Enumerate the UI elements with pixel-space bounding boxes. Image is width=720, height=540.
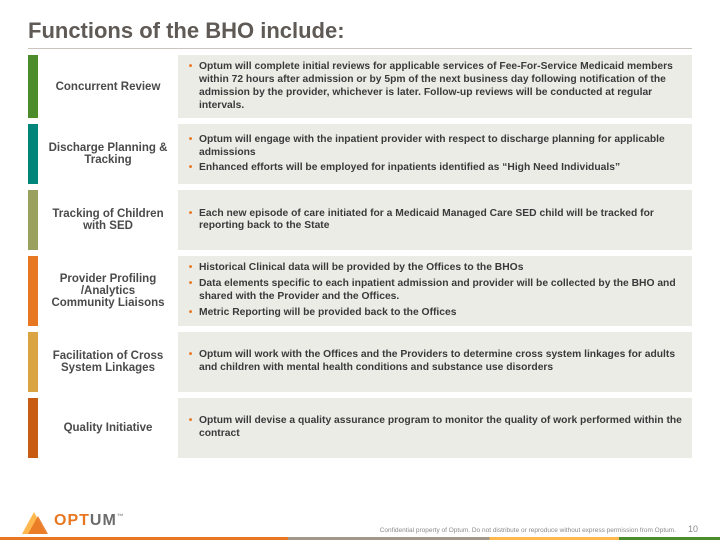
bullet-dot-icon: • xyxy=(188,307,193,320)
optum-logo: OPTUM™ xyxy=(22,508,125,534)
bullet-text: Optum will engage with the inpatient pro… xyxy=(199,134,682,160)
table-row: Discharge Planning & Tracking • Optum will… xyxy=(28,124,692,184)
logo-icon xyxy=(22,508,50,534)
bullet-dot-icon: • xyxy=(188,61,193,74)
bullet-text: Metric Reporting will be provided back t… xyxy=(199,307,456,320)
table-row: Concurrent Review • Optum will complete in… xyxy=(28,55,692,118)
bullet-text: Optum will devise a quality assurance pr… xyxy=(199,415,682,441)
logo-text: OPTUM™ xyxy=(54,512,125,530)
row-label: Quality Initiative xyxy=(28,398,178,458)
slide-title: Functions of the BHO include: xyxy=(28,18,692,49)
bullet-dot-icon: • xyxy=(188,134,193,147)
bullet: • Optum will engage with the inpatient pr… xyxy=(188,134,682,160)
bullet-dot-icon: • xyxy=(188,278,193,291)
row-body: • Optum will complete initial reviews for… xyxy=(178,55,692,118)
bullet: • Data elements specific to each inpatien… xyxy=(188,278,682,304)
bullet-text: Historical Clinical data will be provide… xyxy=(199,262,523,275)
trademark-icon: ™ xyxy=(117,514,125,521)
bullet-text: Each new episode of care initiated for a… xyxy=(199,208,682,234)
bullet-text: Optum will work with the Offices and the… xyxy=(199,349,682,375)
bullet: • Optum will work with the Offices and th… xyxy=(188,349,682,375)
row-label: Tracking of Children with SED xyxy=(28,190,178,250)
bullet-dot-icon: • xyxy=(188,162,193,175)
bullet-dot-icon: • xyxy=(188,415,193,428)
bullet-dot-icon: • xyxy=(188,262,193,275)
row-body: • Optum will engage with the inpatient pr… xyxy=(178,124,692,184)
slide: Functions of the BHO include: Concurrent… xyxy=(0,0,720,540)
page-number: 10 xyxy=(688,524,698,534)
confidential-text: Confidential property of Optum. Do not d… xyxy=(380,527,676,534)
bullet: • Enhanced efforts will be employed for i… xyxy=(188,162,682,175)
bullet: • Optum will devise a quality assurance p… xyxy=(188,415,682,441)
function-table: Concurrent Review • Optum will complete in… xyxy=(28,55,692,458)
table-row: Tracking of Children with SED • Each new e… xyxy=(28,190,692,250)
row-body: • Optum will devise a quality assurance p… xyxy=(178,398,692,458)
row-label: Provider Profiling /Analytics Community … xyxy=(28,256,178,325)
row-body: • Historical Clinical data will be provid… xyxy=(178,256,692,325)
bullet: • Each new episode of care initiated for … xyxy=(188,208,682,234)
row-label: Facilitation of Cross System Linkages xyxy=(28,332,178,392)
bullet: • Historical Clinical data will be provid… xyxy=(188,262,682,275)
bullet: • Optum will complete initial reviews for… xyxy=(188,61,682,112)
bullet-text: Optum will complete initial reviews for … xyxy=(199,61,682,112)
bullet-dot-icon: • xyxy=(188,208,193,221)
footer: OPTUM™ Confidential property of Optum. D… xyxy=(0,492,720,540)
row-label: Discharge Planning & Tracking xyxy=(28,124,178,184)
bullet-text: Data elements specific to each inpatient… xyxy=(199,278,682,304)
row-label: Concurrent Review xyxy=(28,55,178,118)
bullet: • Metric Reporting will be provided back … xyxy=(188,307,682,320)
row-body: • Each new episode of care initiated for … xyxy=(178,190,692,250)
bullet-text: Enhanced efforts will be employed for in… xyxy=(199,162,620,175)
bullet-dot-icon: • xyxy=(188,349,193,362)
table-row: Provider Profiling /Analytics Community … xyxy=(28,256,692,325)
footer-right: Confidential property of Optum. Do not d… xyxy=(380,524,698,534)
table-row: Facilitation of Cross System Linkages • Op… xyxy=(28,332,692,392)
row-body: • Optum will work with the Offices and th… xyxy=(178,332,692,392)
table-row: Quality Initiative • Optum will devise a q… xyxy=(28,398,692,458)
